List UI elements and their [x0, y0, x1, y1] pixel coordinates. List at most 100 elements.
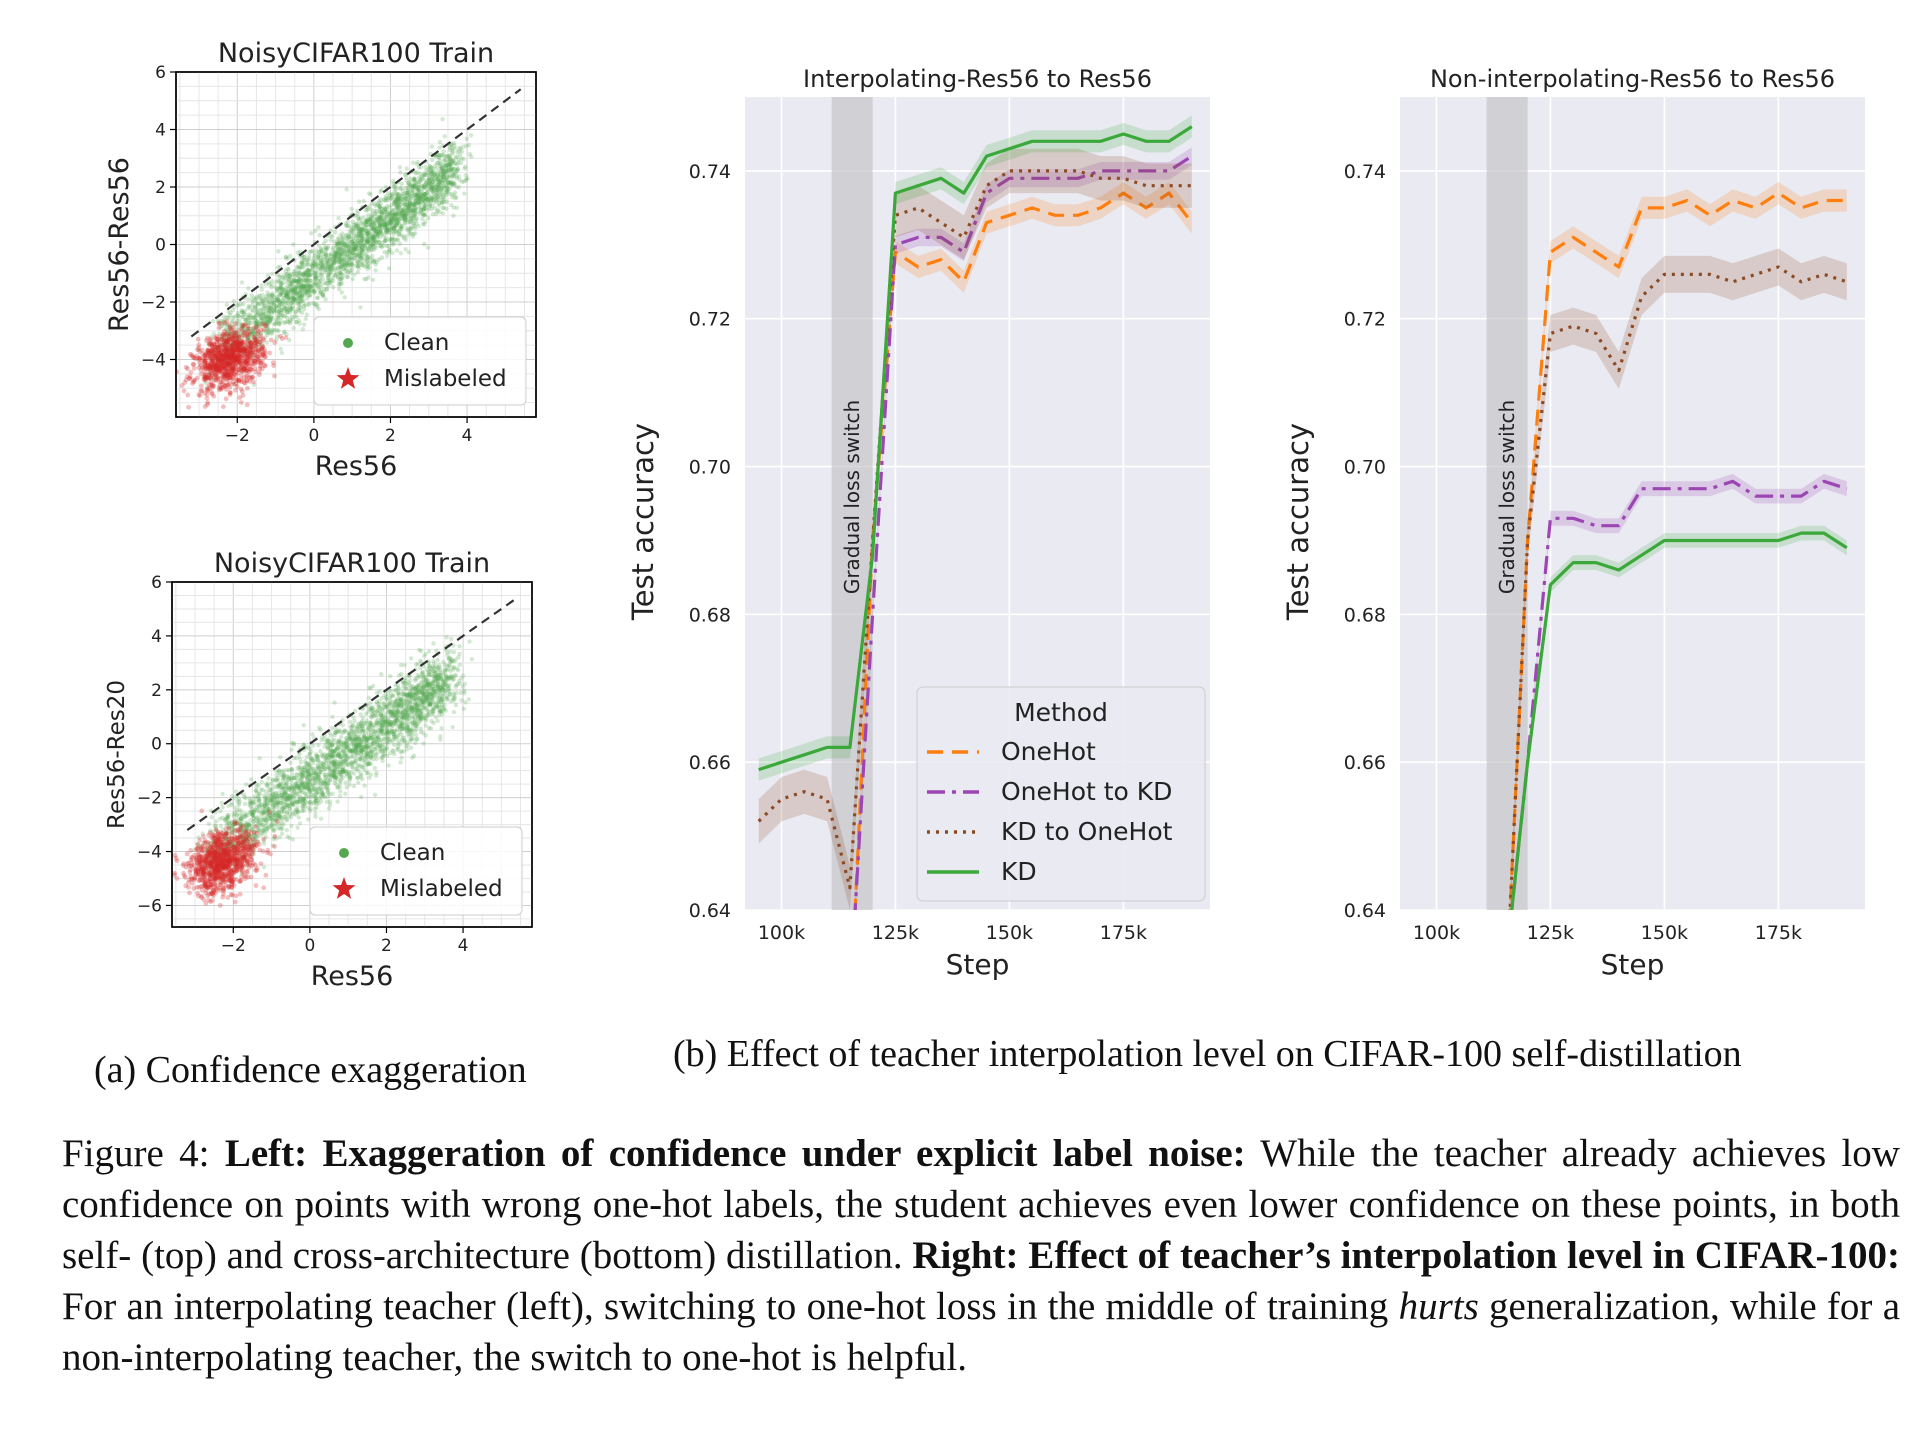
clean-point [313, 302, 318, 307]
clean-point [368, 260, 373, 265]
clean-point [403, 217, 408, 223]
clean-point [363, 222, 369, 227]
clean-point [408, 200, 413, 206]
clean-point [327, 265, 332, 270]
clean-point [428, 172, 434, 177]
clean-point [447, 156, 452, 161]
clean-point [323, 238, 329, 244]
clean-point [289, 747, 294, 752]
clean-point [378, 234, 383, 240]
clean-point [384, 221, 390, 226]
clean-point [407, 195, 412, 200]
clean-point [356, 216, 361, 222]
clean-point [246, 319, 251, 324]
clean-point [467, 151, 473, 157]
clean-point [393, 187, 398, 192]
clean-point [434, 176, 440, 182]
clean-point [422, 653, 427, 659]
clean-point [346, 243, 351, 248]
clean-point [248, 332, 253, 337]
clean-point [253, 309, 259, 315]
clean-point [444, 168, 449, 173]
clean-point [264, 319, 269, 324]
clean-point [294, 290, 300, 296]
clean-point [343, 262, 348, 268]
clean-point [286, 291, 291, 297]
clean-point [210, 367, 216, 372]
clean-point [277, 312, 282, 317]
clean-point [371, 235, 376, 241]
clean-point [361, 246, 366, 251]
clean-point [318, 272, 323, 278]
clean-point [351, 255, 357, 260]
clean-point [265, 326, 270, 332]
clean-point [299, 286, 305, 292]
clean-point [430, 185, 435, 190]
clean-point [401, 197, 407, 202]
clean-point [399, 196, 404, 201]
clean-point [358, 239, 363, 244]
clean-point [287, 305, 293, 310]
clean-point [444, 169, 449, 174]
clean-point [304, 276, 310, 281]
clean-point [360, 261, 365, 266]
mislabeled-point [242, 359, 248, 365]
clean-point [220, 323, 225, 328]
clean-point [337, 247, 342, 252]
clean-point [266, 310, 272, 316]
clean-point [312, 276, 318, 281]
clean-point [406, 180, 411, 186]
clean-point [416, 200, 422, 206]
clean-point [301, 287, 307, 292]
clean-point [365, 245, 371, 251]
clean-point [359, 244, 365, 250]
clean-point [427, 163, 432, 169]
clean-point [271, 300, 276, 305]
clean-point [218, 809, 223, 814]
clean-point [259, 283, 264, 288]
clean-point [221, 336, 226, 342]
mislabeled-point [249, 362, 254, 367]
clean-point [227, 347, 233, 353]
clean-point [364, 207, 370, 213]
clean-point [278, 274, 283, 280]
clean-point [328, 265, 334, 270]
clean-point [282, 319, 288, 325]
mislabeled-point [193, 356, 199, 362]
clean-point [369, 246, 374, 251]
clean-point [291, 325, 296, 331]
clean-point [296, 277, 302, 283]
clean-point [224, 315, 230, 320]
clean-point [374, 240, 379, 245]
clean-point [250, 299, 256, 305]
clean-point [255, 330, 260, 336]
clean-point [318, 258, 324, 263]
clean-point [320, 293, 326, 298]
clean-point [425, 170, 430, 176]
clean-point [324, 287, 330, 292]
mislabeled-point [233, 381, 239, 387]
clean-point [303, 316, 308, 321]
clean-point [463, 178, 468, 183]
clean-point [350, 262, 355, 267]
clean-point [313, 270, 318, 276]
clean-point [375, 231, 381, 237]
legend-clean-label: Clean [384, 330, 449, 356]
clean-point [222, 321, 227, 327]
clean-point [424, 196, 429, 202]
clean-point [283, 275, 288, 281]
clean-point [340, 234, 345, 240]
clean-point [440, 174, 446, 179]
clean-point [228, 310, 233, 315]
clean-point [437, 179, 442, 185]
clean-point [387, 211, 393, 216]
clean-point [415, 185, 420, 191]
clean-point [295, 283, 300, 289]
clean-point [245, 316, 250, 321]
clean-point [297, 308, 302, 314]
clean-point [223, 326, 228, 332]
clean-point [295, 284, 301, 289]
clean-point [411, 184, 416, 190]
clean-point [308, 249, 314, 254]
clean-point [353, 246, 358, 251]
